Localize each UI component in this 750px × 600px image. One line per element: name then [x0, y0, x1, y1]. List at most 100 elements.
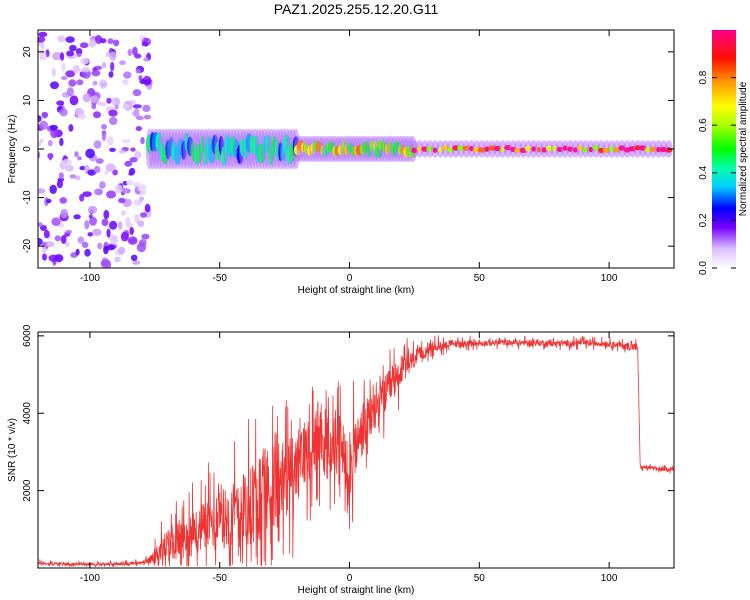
heat-cell	[138, 75, 143, 81]
heat-cell	[49, 184, 57, 194]
heat-cell	[109, 117, 118, 125]
heat-cell	[135, 126, 142, 132]
heat-cell	[99, 181, 106, 189]
heat-cell	[75, 248, 80, 256]
heat-cell	[94, 188, 103, 196]
heat-cell	[142, 104, 151, 112]
heat-cell	[105, 163, 116, 172]
heat-cell	[69, 44, 77, 52]
y-tick-label: 6000	[22, 324, 33, 347]
y-tick-label: 4000	[22, 402, 33, 425]
heat-cell	[60, 235, 67, 244]
heat-cell	[133, 107, 140, 118]
y-tick-label: 10	[22, 94, 33, 106]
heat-cell	[40, 225, 47, 231]
heat-cell	[117, 221, 123, 230]
heat-cell	[92, 80, 98, 86]
heat-cell	[121, 79, 129, 85]
heat-cell	[552, 145, 557, 152]
heat-cell	[59, 108, 68, 117]
heat-cell	[125, 216, 131, 227]
x-tick-label: -50	[212, 273, 227, 284]
heat-cell	[56, 180, 64, 189]
heat-cell	[562, 145, 568, 151]
x-tick-label: 100	[601, 573, 618, 584]
heat-cell	[38, 31, 48, 38]
snr-panel: -100 -50 0 50 100 2000 4000 6000 Height of str…	[7, 324, 675, 596]
heat-cell	[74, 175, 81, 181]
heat-cell	[106, 97, 112, 104]
heat-cell	[134, 213, 140, 224]
heat-cell	[109, 51, 117, 62]
heat-cell	[97, 101, 107, 107]
heat-cell	[108, 109, 118, 117]
heat-cell	[61, 62, 66, 72]
heat-cell	[38, 222, 43, 227]
heat-cell	[68, 124, 74, 132]
heat-cell	[41, 246, 47, 254]
heat-cell	[74, 151, 79, 158]
heat-cell	[121, 139, 131, 144]
heat-cell	[91, 103, 97, 110]
heat-cell	[136, 115, 144, 121]
heat-cell	[130, 147, 136, 152]
snr-series-line	[38, 335, 674, 568]
snr-x-label: Height of straight line (km)	[298, 585, 415, 596]
heat-cell	[114, 104, 119, 110]
colorbar-gradient	[712, 30, 736, 268]
heat-cell	[114, 184, 123, 194]
heat-cell	[80, 67, 91, 73]
heat-cell	[665, 147, 673, 153]
heat-cell	[118, 149, 126, 154]
heat-cell	[129, 227, 134, 235]
spectrogram-x-ticks: -100 -50 0 50 100	[80, 30, 618, 284]
heat-cell	[102, 62, 106, 68]
heat-cell	[79, 194, 85, 202]
heat-cell	[69, 95, 79, 106]
heat-cell	[108, 71, 114, 78]
heat-cell	[93, 140, 102, 149]
y-tick-label: -20	[22, 238, 33, 253]
heat-cell	[103, 245, 109, 255]
heat-cell	[141, 41, 149, 47]
snr-frame	[37, 331, 675, 569]
heat-cell	[469, 145, 474, 152]
heat-cell	[128, 171, 134, 176]
heat-cell	[38, 238, 43, 246]
heat-cell	[129, 157, 138, 163]
spectrogram-x-label: Height of straight line (km)	[298, 285, 415, 296]
heat-cell	[64, 164, 74, 172]
heat-cell	[48, 254, 59, 262]
spectrogram-y-ticks: -20 -10 0 10 20	[22, 46, 674, 253]
heat-cell	[121, 210, 126, 216]
heat-cell	[114, 256, 121, 263]
colorbar-tick-label: 0.0	[698, 261, 709, 275]
heat-cell	[106, 228, 111, 238]
heat-cell	[137, 220, 145, 228]
snr-x-ticks: -100 -50 0 50 100	[80, 332, 618, 584]
heat-cell	[110, 61, 115, 72]
heat-cell	[106, 244, 116, 251]
heat-cell	[77, 114, 87, 120]
x-tick-label: 0	[347, 573, 353, 584]
heat-cell	[51, 67, 56, 77]
heat-cell	[134, 151, 142, 159]
heat-cell	[588, 146, 594, 153]
heat-cell	[81, 241, 89, 248]
heat-cell	[132, 104, 142, 109]
heat-cell	[76, 53, 82, 57]
heat-cell	[103, 209, 110, 220]
heat-cell	[113, 39, 120, 47]
heat-cell	[144, 79, 151, 85]
x-tick-label: 50	[474, 273, 486, 284]
heat-cell	[50, 128, 59, 139]
heat-cell	[105, 51, 110, 58]
heat-cell	[132, 260, 141, 265]
heat-cell	[656, 146, 661, 153]
heat-cell	[101, 82, 107, 87]
heat-cell	[123, 71, 132, 79]
heat-cell	[77, 236, 85, 244]
heat-cell	[42, 253, 47, 261]
heat-cell	[122, 187, 129, 194]
y-tick-label: 2000	[22, 479, 33, 502]
